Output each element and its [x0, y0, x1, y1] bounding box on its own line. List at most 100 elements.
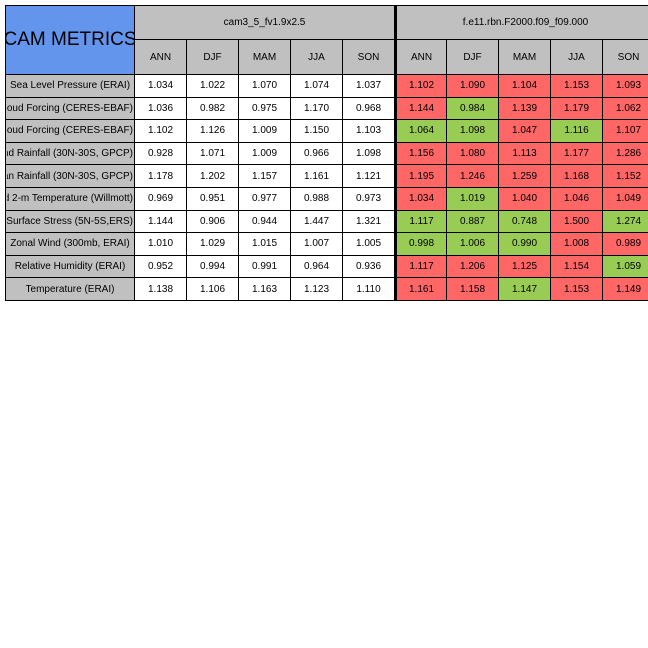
f11-value-cell: 1.093 [603, 75, 648, 97]
f11-value-cell: 1.156 [395, 142, 446, 165]
f11-value-cell: 1.149 [603, 278, 648, 300]
cam3-value-cell: 0.928 [135, 142, 186, 165]
f11-value-cell: 1.047 [499, 120, 550, 142]
f11-value-cell: 0.990 [499, 233, 550, 255]
cam3-value-cell: 1.106 [187, 278, 238, 300]
f11-value-cell: 1.049 [603, 187, 648, 210]
row-label-text: Pacific Surface Stress (5N-5S,ERS) [7, 215, 133, 227]
f11-value-cell: 1.019 [447, 187, 498, 210]
cam3-value-cell: 1.110 [343, 278, 394, 300]
f11-value-cell: 0.887 [447, 210, 498, 233]
row-label: Temperature (ERAI) [6, 278, 134, 300]
cam3-value-cell: 1.029 [187, 233, 238, 255]
cam3-value-cell: 0.991 [239, 255, 290, 278]
cam3-value-cell: 0.994 [187, 255, 238, 278]
f11-value-cell: 1.107 [603, 120, 648, 142]
f11-value-cell: 1.102 [395, 75, 446, 97]
cam3-value-cell: 0.952 [135, 255, 186, 278]
f11-value-cell: 1.125 [499, 255, 550, 278]
cam3-value-cell: 0.982 [187, 97, 238, 120]
f11-value-cell: 1.139 [499, 97, 550, 120]
f11-value-cell: 1.059 [603, 255, 648, 278]
cam3-value-cell: 0.968 [343, 97, 394, 120]
season-header: MAM [499, 40, 550, 74]
row-label-text: Zonal Wind (300mb, ERAI) [10, 238, 130, 250]
cam3-value-cell: 1.036 [135, 97, 186, 120]
cam3-value-cell: 0.966 [291, 142, 342, 165]
f11-value-cell: 0.989 [603, 233, 648, 255]
f11-value-cell: 1.161 [395, 278, 446, 300]
row-label-text: Sea Level Pressure (ERAI) [9, 80, 131, 92]
f11-value-cell: 1.104 [499, 75, 550, 97]
cam3-value-cell: 1.123 [291, 278, 342, 300]
cam3-value-cell: 1.150 [291, 120, 342, 142]
cam3-value-cell: 1.074 [291, 75, 342, 97]
f11-value-cell: 1.117 [395, 210, 446, 233]
cam3-value-cell: 1.202 [187, 165, 238, 187]
cam3-value-cell: 1.121 [343, 165, 394, 187]
cam3-value-cell: 1.005 [343, 233, 394, 255]
row-label-text: Relative Humidity (ERAI) [14, 261, 126, 273]
row-label-text: Cloud Forcing (CERES-EBAF) [7, 125, 133, 137]
f11-value-cell: 1.500 [551, 210, 602, 233]
cam3-value-cell: 1.138 [135, 278, 186, 300]
cam3-value-cell: 1.009 [239, 142, 290, 165]
f11-value-cell: 1.206 [447, 255, 498, 278]
cam3-value-cell: 1.015 [239, 233, 290, 255]
f11-value-cell: 1.177 [551, 142, 602, 165]
cam3-value-cell: 0.977 [239, 187, 290, 210]
cam3-value-cell: 1.071 [187, 142, 238, 165]
f11-value-cell: 1.006 [447, 233, 498, 255]
row-label: Land 2-m Temperature (Willmott) [6, 187, 134, 210]
cam3-value-cell: 1.170 [291, 97, 342, 120]
f11-value-cell: 0.748 [499, 210, 550, 233]
row-label: Cloud Forcing (CERES-EBAF) [6, 97, 134, 120]
cam3-value-cell: 1.321 [343, 210, 394, 233]
season-header: SON [343, 40, 394, 74]
cam3-value-cell: 0.951 [187, 187, 238, 210]
row-label: Ocean Rainfall (30N-30S, GPCP) [6, 165, 134, 187]
f11-value-cell: 0.984 [447, 97, 498, 120]
cam3-value-cell: 0.964 [291, 255, 342, 278]
cam3-value-cell: 1.034 [135, 75, 186, 97]
row-label-text: Temperature (ERAI) [25, 283, 115, 295]
row-label-text: Ocean Rainfall (30N-30S, GPCP) [7, 170, 133, 182]
cam3-value-cell: 0.944 [239, 210, 290, 233]
cam3-value-cell: 1.447 [291, 210, 342, 233]
f11-value-cell: 1.147 [499, 278, 550, 300]
f11-value-cell: 1.040 [499, 187, 550, 210]
row-label: Land Rainfall (30N-30S, GPCP) [6, 142, 134, 165]
cam3-value-cell: 0.973 [343, 187, 394, 210]
f11-value-cell: 1.152 [603, 165, 648, 187]
f11-value-cell: 1.144 [395, 97, 446, 120]
cam3-value-cell: 0.969 [135, 187, 186, 210]
row-label: Sea Level Pressure (ERAI) [6, 75, 134, 97]
table-title: CAM METRICS [6, 6, 134, 74]
cam3-value-cell: 1.022 [187, 75, 238, 97]
cam3-value-cell: 1.157 [239, 165, 290, 187]
f11-value-cell: 1.168 [551, 165, 602, 187]
cam3-value-cell: 1.102 [135, 120, 186, 142]
f11-value-cell: 1.090 [447, 75, 498, 97]
row-label: Relative Humidity (ERAI) [6, 255, 134, 278]
cam3-value-cell: 1.126 [187, 120, 238, 142]
row-label: Zonal Wind (300mb, ERAI) [6, 233, 134, 255]
group-header-f11: f.e11.rbn.F2000.f09_f09.000 [395, 6, 648, 39]
f11-value-cell: 1.113 [499, 142, 550, 165]
cam3-value-cell: 1.010 [135, 233, 186, 255]
cam3-value-cell: 1.070 [239, 75, 290, 97]
f11-value-cell: 1.117 [395, 255, 446, 278]
f11-value-cell: 1.179 [551, 97, 602, 120]
season-header: JJA [291, 40, 342, 74]
f11-value-cell: 1.286 [603, 142, 648, 165]
season-header: SON [603, 40, 648, 74]
cam3-value-cell: 1.007 [291, 233, 342, 255]
season-header: DJF [187, 40, 238, 74]
f11-value-cell: 1.080 [447, 142, 498, 165]
season-header: DJF [447, 40, 498, 74]
f11-value-cell: 1.274 [603, 210, 648, 233]
f11-value-cell: 1.246 [447, 165, 498, 187]
group-header-cam3: cam3_5_fv1.9x2.5 [135, 6, 394, 39]
cam3-value-cell: 1.103 [343, 120, 394, 142]
f11-value-cell: 1.008 [551, 233, 602, 255]
